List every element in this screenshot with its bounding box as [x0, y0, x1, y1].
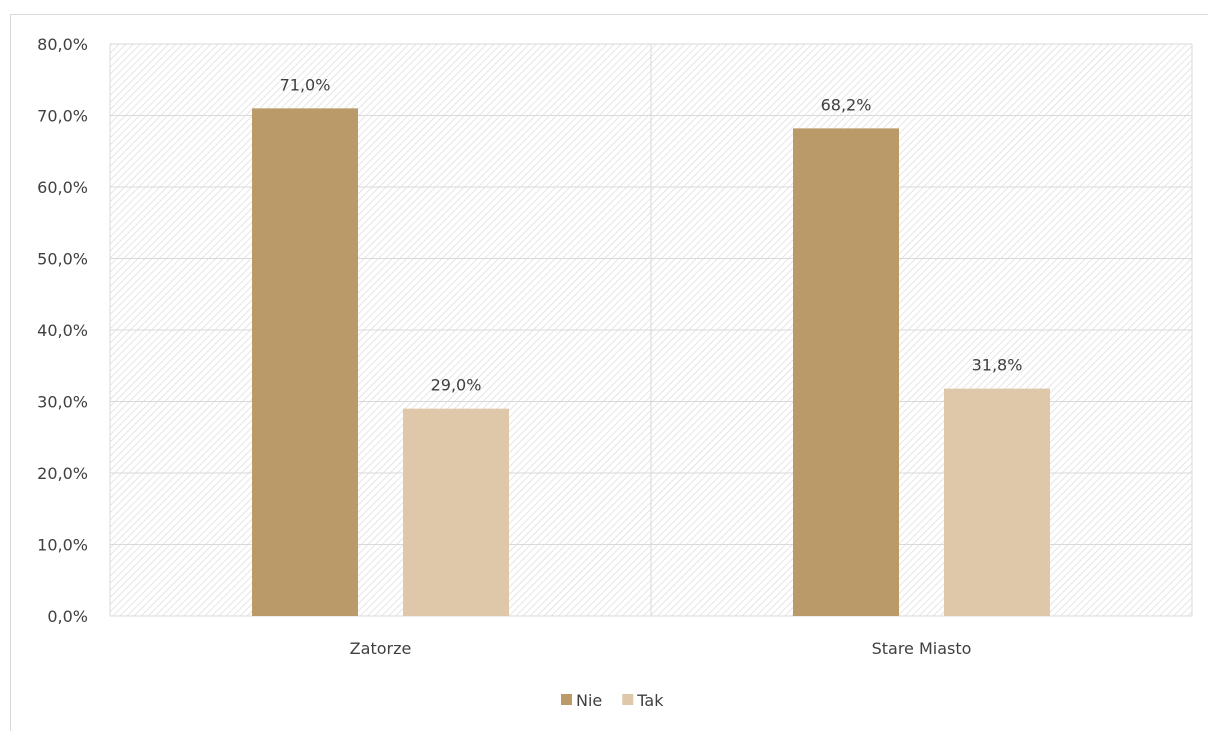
y-tick-label: 70,0%: [37, 107, 88, 126]
y-tick-label: 40,0%: [37, 321, 88, 340]
legend-swatch-nie: [561, 694, 572, 705]
chart-frame-left-border: [10, 14, 11, 731]
legend-swatch-tak: [622, 694, 634, 705]
bar-tak: [403, 408, 509, 616]
y-tick-label: 50,0%: [37, 250, 88, 269]
data-label: 31,8%: [972, 356, 1023, 375]
legend-label-nie: Nie: [576, 691, 602, 710]
y-tick-label: 10,0%: [37, 536, 88, 555]
data-label: 29,0%: [431, 376, 482, 395]
y-tick-label: 60,0%: [37, 178, 88, 197]
bar-tak: [944, 388, 1050, 616]
data-label: 68,2%: [821, 95, 872, 114]
y-tick-label: 0,0%: [47, 607, 88, 626]
chart-frame-top-border: [10, 14, 1208, 15]
bar-nie: [252, 108, 358, 616]
y-tick-label: 20,0%: [37, 464, 88, 483]
y-tick-label: 30,0%: [37, 393, 88, 412]
x-tick-label: Zatorze: [350, 639, 412, 658]
y-tick-label: 80,0%: [37, 35, 88, 54]
legend-label-tak: Tak: [636, 691, 664, 710]
data-label: 71,0%: [280, 75, 331, 94]
x-tick-label: Stare Miasto: [872, 639, 972, 658]
bar-nie: [793, 128, 899, 616]
